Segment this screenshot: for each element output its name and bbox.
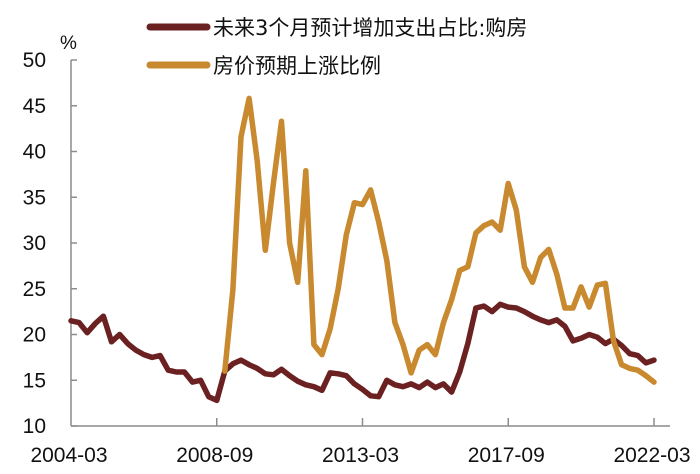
legend-label-1: 房价预期上涨比例 xyxy=(213,54,381,78)
series-lines xyxy=(68,95,657,404)
x-tick-label: 2022-03 xyxy=(613,444,690,467)
y-tick-label: 50 xyxy=(23,49,46,72)
y-tick-label: 15 xyxy=(23,369,46,392)
x-tick-label: 2008-09 xyxy=(176,444,253,467)
legend: 未来3个月预计增加支出占比:购房 房价预期上涨比例 xyxy=(146,16,527,78)
y-tick-label: 30 xyxy=(23,232,46,255)
series-line-0 xyxy=(68,301,657,404)
series-line-1 xyxy=(222,95,657,385)
y-unit-label: % xyxy=(60,33,77,54)
x-tick-label: 2017-09 xyxy=(468,444,545,467)
y-tick-label: 35 xyxy=(23,186,46,209)
y-tick-label: 45 xyxy=(23,95,46,118)
legend-label-0: 未来3个月预计增加支出占比:购房 xyxy=(213,16,527,40)
y-tick-label: 10 xyxy=(23,415,46,438)
x-tick-label: 2004-03 xyxy=(30,444,107,467)
y-tick-label: 20 xyxy=(23,324,46,347)
y-tick-label: 40 xyxy=(23,141,46,164)
y-tick-label: 25 xyxy=(23,278,46,301)
axes: 10 15 20 25 30 35 40 45 50 2004-03 2008-09 2013-03 2… xyxy=(23,49,691,467)
x-tick-label: 2013-03 xyxy=(322,444,399,467)
